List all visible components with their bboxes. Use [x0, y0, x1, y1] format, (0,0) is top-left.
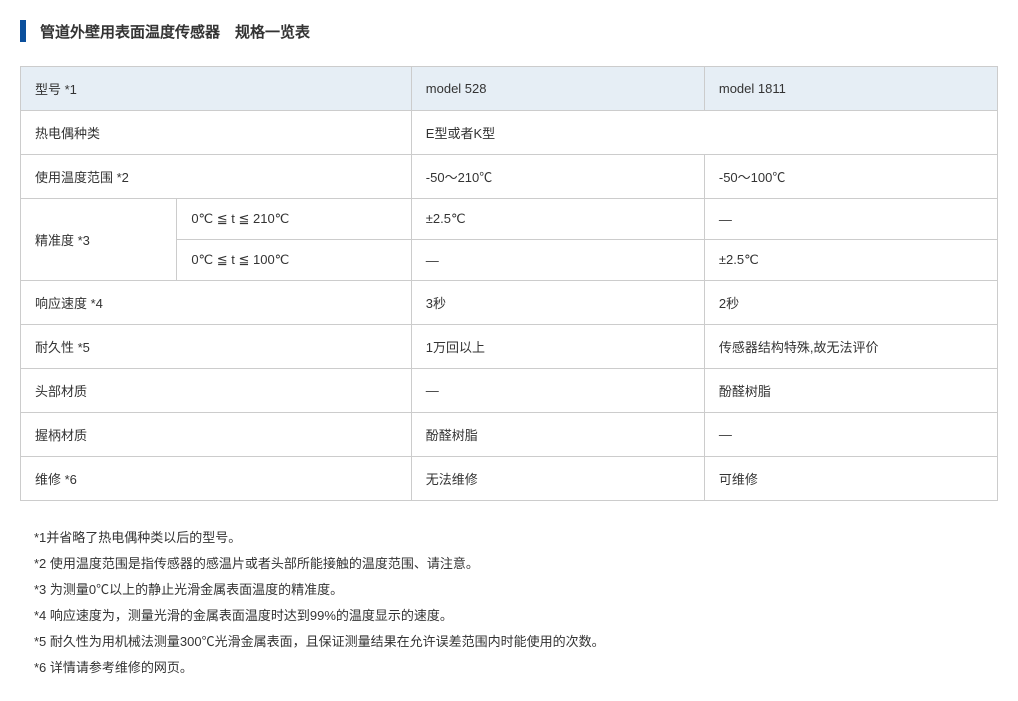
- cell-value: 传感器结构特殊,故无法评价: [704, 325, 997, 369]
- cell-value: 2秒: [704, 281, 997, 325]
- row-label: 热电偶种类: [21, 111, 412, 155]
- cell-value: ±2.5℃: [411, 199, 704, 240]
- header-model-528: model 528: [411, 67, 704, 111]
- table-row: 头部材质 ― 酚醛树脂: [21, 369, 998, 413]
- cell-value: 1万回以上: [411, 325, 704, 369]
- row-label: 维修 *6: [21, 457, 412, 501]
- row-label: 耐久性 *5: [21, 325, 412, 369]
- footnote-3: *3 为测量0℃以上的静止光滑金属表面温度的精准度。: [34, 577, 998, 603]
- row-label: 响应速度 *4: [21, 281, 412, 325]
- table-row: 耐久性 *5 1万回以上 传感器结构特殊,故无法评价: [21, 325, 998, 369]
- cell-value: ―: [411, 240, 704, 281]
- accuracy-condition: 0℃ ≦ t ≦ 210℃: [177, 199, 411, 240]
- row-label: 头部材质: [21, 369, 412, 413]
- footnote-2: *2 使用温度范围是指传感器的感温片或者头部所能接触的温度范围、请注意。: [34, 551, 998, 577]
- cell-value: -50～210℃: [411, 155, 704, 199]
- table-row: 响应速度 *4 3秒 2秒: [21, 281, 998, 325]
- cell-value: ±2.5℃: [704, 240, 997, 281]
- cell-value: ―: [411, 369, 704, 413]
- spec-table: 型号 *1 model 528 model 1811 热电偶种类 E型或者K型 …: [20, 66, 998, 501]
- cell-value: ―: [704, 413, 997, 457]
- accuracy-condition: 0℃ ≦ t ≦ 100℃: [177, 240, 411, 281]
- row-label: 使用温度范围 *2: [21, 155, 412, 199]
- cell-value: E型或者K型: [411, 111, 997, 155]
- header-model-1811: model 1811: [704, 67, 997, 111]
- footnote-1: *1并省略了热电偶种类以后的型号。: [34, 525, 998, 551]
- cell-value: 可维修: [704, 457, 997, 501]
- table-row: 使用温度范围 *2 -50～210℃ -50～100℃: [21, 155, 998, 199]
- title-accent-bar: [20, 20, 26, 42]
- cell-value: -50～100℃: [704, 155, 997, 199]
- row-label: 握柄材质: [21, 413, 412, 457]
- table-header-row: 型号 *1 model 528 model 1811: [21, 67, 998, 111]
- footnotes: *1并省略了热电偶种类以后的型号。 *2 使用温度范围是指传感器的感温片或者头部…: [20, 525, 998, 681]
- table-row: 精准度 *3 0℃ ≦ t ≦ 210℃ ±2.5℃ ―: [21, 199, 998, 240]
- footnote-4: *4 响应速度为，测量光滑的金属表面温度时达到99%的温度显示的速度。: [34, 603, 998, 629]
- cell-value: ―: [704, 199, 997, 240]
- cell-value: 无法维修: [411, 457, 704, 501]
- cell-value: 3秒: [411, 281, 704, 325]
- title-text: 管道外壁用表面温度传感器 规格一览表: [40, 21, 310, 42]
- table-row: 热电偶种类 E型或者K型: [21, 111, 998, 155]
- cell-value: 酚醛树脂: [411, 413, 704, 457]
- table-row: 维修 *6 无法维修 可维修: [21, 457, 998, 501]
- header-model-label: 型号 *1: [21, 67, 412, 111]
- section-title: 管道外壁用表面温度传感器 规格一览表: [20, 20, 998, 42]
- footnote-5: *5 耐久性为用机械法测量300℃光滑金属表面，且保证测量结果在允许误差范围内时…: [34, 629, 998, 655]
- table-row: 握柄材质 酚醛树脂 ―: [21, 413, 998, 457]
- cell-value: 酚醛树脂: [704, 369, 997, 413]
- row-label: 精准度 *3: [21, 199, 177, 281]
